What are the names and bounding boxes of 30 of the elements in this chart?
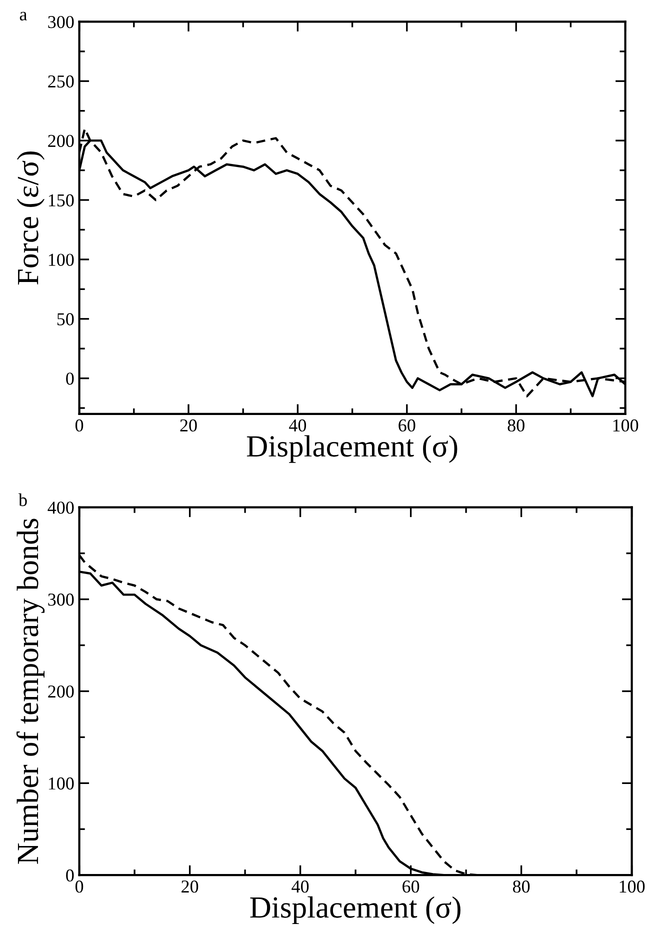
y-tick-label: 300 xyxy=(48,594,74,606)
chart-title: b xyxy=(18,493,27,506)
x-tick-label: 60 xyxy=(402,880,420,893)
y-axis-title: Number of temporary bonds xyxy=(16,518,45,864)
y-tick-label: 400 xyxy=(48,502,74,514)
y-tick-label: 100 xyxy=(48,254,74,266)
y-tick-label: 200 xyxy=(48,134,74,148)
y-tick-label: 50 xyxy=(57,313,74,326)
y-tick-label: 100 xyxy=(48,777,74,790)
x-tick-label: 40 xyxy=(289,419,306,432)
x-axis-title: Displacement (σ) xyxy=(250,896,460,924)
y-tick-label: 300 xyxy=(48,16,74,28)
y-tick-label: 0 xyxy=(66,869,74,882)
x-tick-label: 100 xyxy=(620,880,645,893)
x-tick-label: 80 xyxy=(508,419,524,432)
x-tick-label: 60 xyxy=(398,419,416,432)
x-tick-label: 20 xyxy=(180,419,197,432)
x-axis-title: Displacement (σ) xyxy=(246,435,458,463)
x-tick-label: 20 xyxy=(182,880,198,893)
y-tick-label: 200 xyxy=(48,685,74,698)
chart-title: a xyxy=(20,12,28,20)
y-axis-title: Force (ε/σ) xyxy=(16,152,45,285)
x-tick-label: 0 xyxy=(75,419,84,432)
x-tick-label: 40 xyxy=(292,880,309,893)
y-tick-label: 150 xyxy=(48,194,74,206)
x-tick-label: 0 xyxy=(75,880,84,893)
y-tick-label: 0 xyxy=(66,372,74,385)
x-tick-label: 100 xyxy=(613,419,638,432)
y-tick-label: 250 xyxy=(48,75,74,88)
x-tick-label: 80 xyxy=(512,880,530,893)
